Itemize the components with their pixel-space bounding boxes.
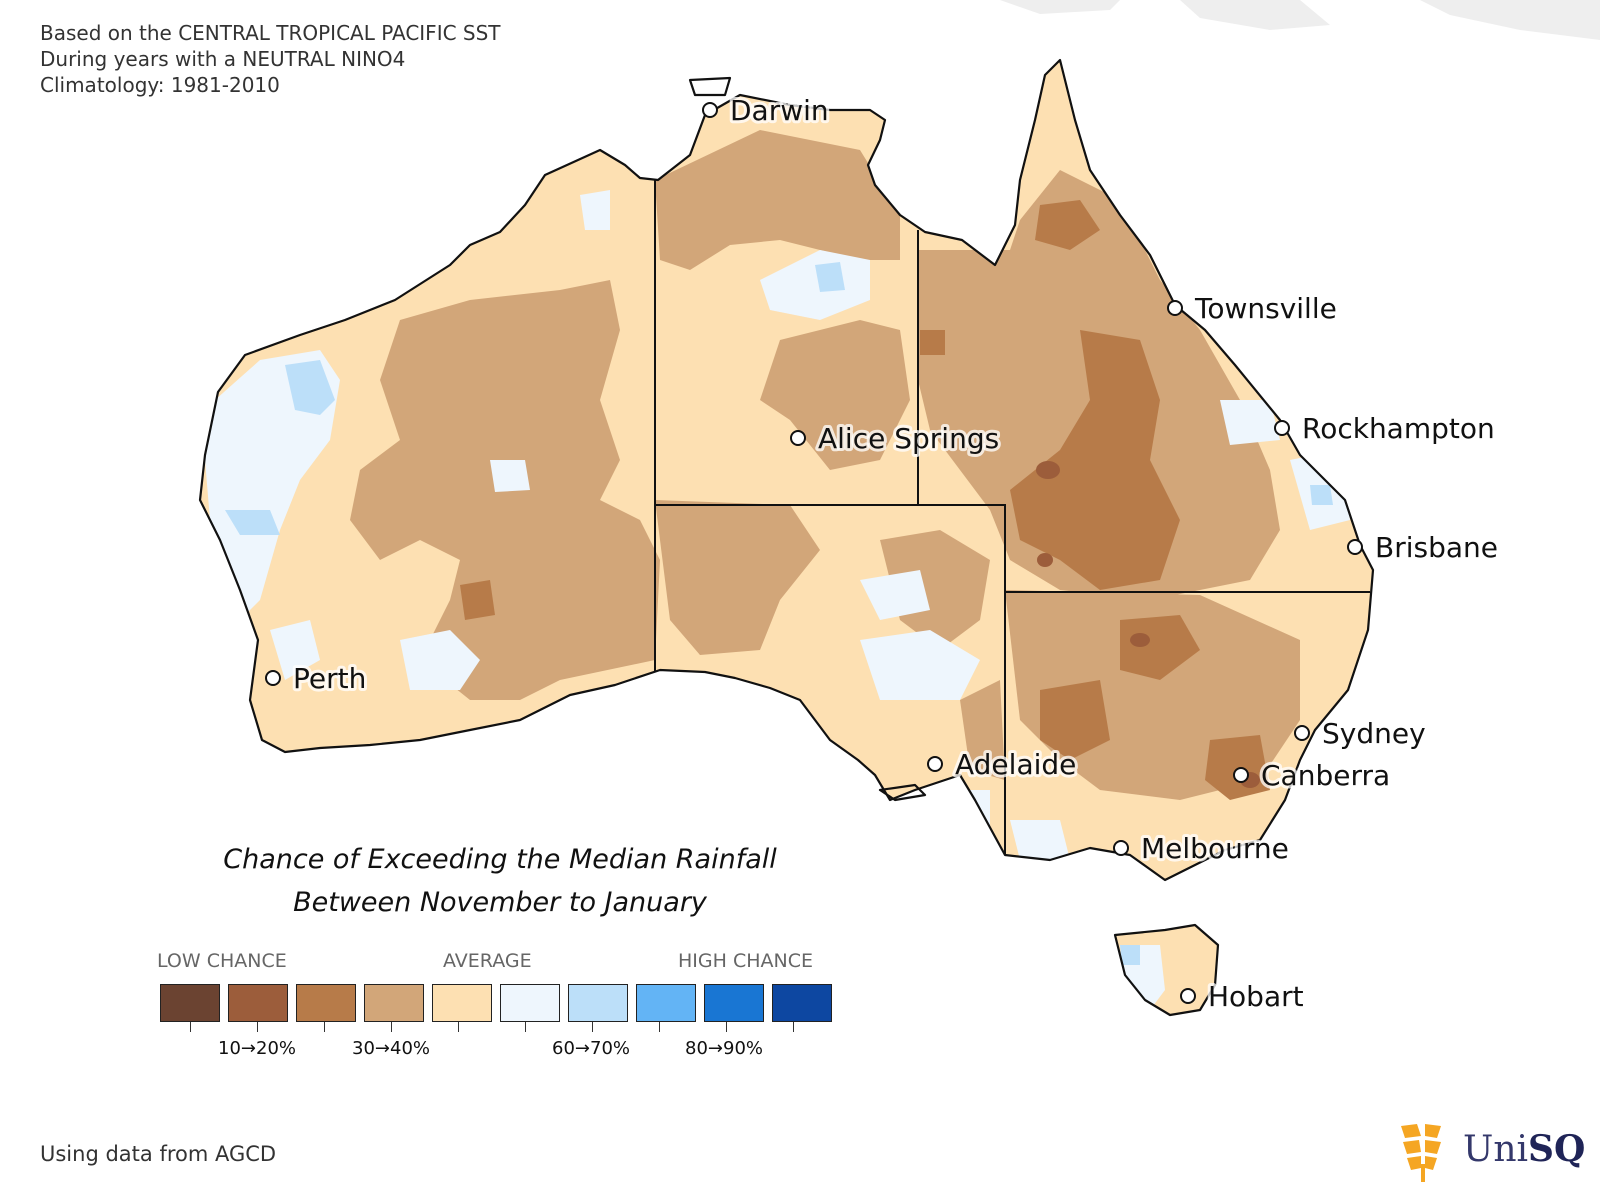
legend-ticks [160,1022,860,1036]
unisq-logo-icon [1401,1124,1441,1182]
legend-high-label: HIGH CHANCE [678,950,813,972]
city-brisbane: Brisbane [1347,528,1501,567]
city-label-sydney: Sydney [1322,717,1426,750]
city-label-darwin: Darwin [730,94,829,127]
unisq-logo: UniSQ [1395,1120,1585,1182]
city-townsville: Townsville [1167,289,1340,328]
city-canberra: Canberra [1233,756,1393,795]
unisq-logo-text: UniSQ [1463,1128,1585,1170]
legend-swatch-1 [160,984,220,1022]
city-label-hobart: Hobart [1208,980,1304,1013]
legend-tick-10 [793,1022,794,1032]
city-label-melbourne: Melbourne [1141,832,1289,865]
header-line-2: During years with a NEUTRAL NINO4 [40,47,406,71]
header-line-3: Climatology: 1981-2010 [40,73,280,97]
legend-tick-8 [659,1022,660,1032]
city-label-adelaide: Adelaide [955,748,1076,781]
legend-tick-label-80-90: 80→90% [685,1038,763,1059]
legend-tick-label-30-40: 30→40% [352,1038,430,1059]
map-title-line-2: Between November to January [293,887,707,918]
legend-swatch-6 [500,984,560,1022]
legend-swatch-7 [568,984,628,1022]
city-label-brisbane: Brisbane [1375,531,1498,564]
legend-tick-label-60-70: 60→70% [552,1038,630,1059]
header-text: Based on the CENTRAL TROPICAL PACIFIC SS… [40,20,501,98]
city-rockhampton: Rockhampton [1274,409,1498,448]
legend-tick-9 [726,1022,727,1032]
legend-swatch-9 [704,984,764,1022]
city-label-townsville: Townsville [1194,292,1337,325]
legend-tick-4 [391,1022,392,1032]
city-label-alice-springs: Alice Springs [818,422,999,455]
legend-swatches [160,984,832,1022]
legend-tick-7 [592,1022,593,1032]
city-alice-springs: Alice Springs [790,419,1002,458]
legend-tick-5 [458,1022,459,1032]
map-title: Chance of Exceeding the Median Rainfall … [140,838,860,924]
city-label-canberra: Canberra [1261,759,1390,792]
city-adelaide: Adelaide [927,745,1079,784]
legend-swatch-4 [364,984,424,1022]
unisq-logo-text-b: SQ [1528,1128,1586,1170]
legend-low-label: LOW CHANCE [157,950,287,972]
legend-swatch-3 [296,984,356,1022]
legend-swatch-2 [228,984,288,1022]
legend-tick-3 [324,1022,325,1032]
map-title-line-1: Chance of Exceeding the Median Rainfall [223,844,777,875]
city-melbourne: Melbourne [1113,829,1292,868]
legend-swatch-8 [636,984,696,1022]
legend-swatch-10 [772,984,832,1022]
legend-swatch-5 [432,984,492,1022]
header-line-1: Based on the CENTRAL TROPICAL PACIFIC SS… [40,21,501,45]
city-sydney: Sydney [1294,714,1429,753]
background-land [1000,0,1600,40]
city-hobart: Hobart [1180,977,1307,1016]
legend-average-label: AVERAGE [443,950,532,972]
city-perth: Perth [265,659,369,698]
state-borders [654,180,1370,855]
data-source-note: Using data from AGCD [40,1142,277,1166]
unisq-logo-text-a: Uni [1463,1129,1529,1170]
city-markers: Darwin Townsville Rockhampton Alice Spri… [265,91,1501,1016]
city-darwin: Darwin [702,91,832,130]
legend-tick-1 [190,1022,191,1032]
city-label-perth: Perth [293,662,366,695]
legend-tick-label-10-20: 10→20% [218,1038,296,1059]
legend-tick-2 [257,1022,258,1032]
city-label-rockhampton: Rockhampton [1302,412,1495,445]
coastline [198,58,1375,1017]
legend-tick-6 [525,1022,526,1032]
